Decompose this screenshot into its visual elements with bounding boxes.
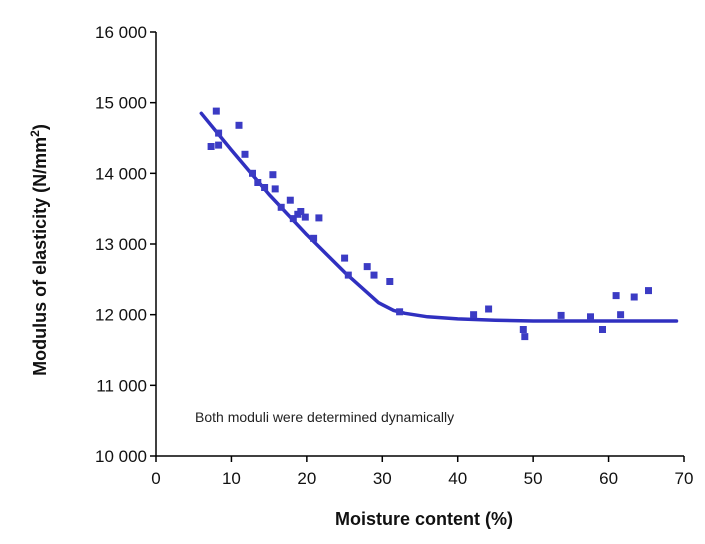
y-tick-label: 10 000 <box>95 447 147 466</box>
data-point <box>212 107 220 115</box>
x-tick-label: 70 <box>675 469 694 488</box>
y-ticks: 10 000 11 000 12 000 13 000 14 000 15 000 16 0… <box>95 23 156 466</box>
x-tick-label: 10 <box>222 469 241 488</box>
data-point <box>370 271 378 279</box>
data-point <box>249 169 256 177</box>
y-tick-label: 16 000 <box>95 23 147 42</box>
data-point <box>261 184 269 191</box>
data-point <box>207 143 215 150</box>
data-point <box>254 179 262 186</box>
data-point <box>386 278 394 285</box>
y-tick-label: 13 000 <box>95 235 147 254</box>
data-point <box>235 121 243 129</box>
data-point <box>215 129 223 137</box>
data-point <box>286 196 294 204</box>
fit-curve-group <box>199 111 679 323</box>
data-point <box>396 308 404 316</box>
data-point <box>269 171 277 179</box>
y-axis-title-close: ) <box>30 124 50 130</box>
data-point <box>557 311 565 319</box>
plot-area: 10 000 11 000 12 000 13 000 14 000 15 000 16 0… <box>95 23 693 488</box>
data-point <box>617 311 625 319</box>
data-point <box>363 263 371 271</box>
data-point <box>519 326 527 333</box>
x-tick-label: 20 <box>297 469 316 488</box>
data-point <box>470 311 478 319</box>
y-axis-title-main: Modulus of elasticity (N/mm <box>30 137 50 376</box>
x-tick-label: 0 <box>151 469 160 488</box>
data-point <box>645 287 652 295</box>
data-point <box>301 213 309 221</box>
data-point <box>271 185 279 193</box>
data-point <box>612 292 620 300</box>
x-tick-label: 30 <box>373 469 392 488</box>
x-tick-label: 50 <box>524 469 543 488</box>
data-point <box>297 208 305 215</box>
data-point <box>215 141 223 149</box>
y-axis-title-superscript: 2 <box>28 130 42 137</box>
x-tick-label: 60 <box>599 469 618 488</box>
y-tick-label: 11 000 <box>96 376 147 395</box>
fitted-curve-line <box>199 111 679 323</box>
data-point <box>310 234 318 242</box>
data-point <box>344 271 352 279</box>
data-point <box>289 215 297 223</box>
data-point <box>599 326 606 333</box>
data-point <box>485 305 493 313</box>
chart-annotation: Both moduli were determined dynamically <box>195 409 454 425</box>
data-point <box>315 214 323 222</box>
data-point <box>341 254 349 262</box>
y-tick-label: 14 000 <box>95 164 147 183</box>
x-axis-title: Moisture content (%) <box>335 509 513 529</box>
y-tick-label: 15 000 <box>95 94 147 113</box>
data-point <box>587 313 594 321</box>
x-tick-label: 40 <box>448 469 467 488</box>
data-points-group <box>207 107 652 341</box>
y-axis-title: Modulus of elasticity (N/mm2) <box>28 124 50 376</box>
data-point <box>277 203 285 211</box>
x-ticks: 0 10 20 30 40 50 60 70 <box>151 456 693 488</box>
data-point <box>241 150 249 158</box>
data-point <box>521 333 529 341</box>
y-tick-label: 12 000 <box>95 306 147 325</box>
data-point <box>630 293 638 301</box>
